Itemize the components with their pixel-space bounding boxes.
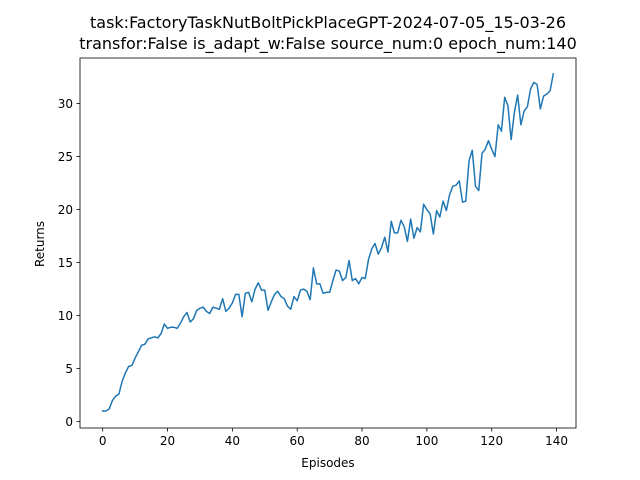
- y-tick-label: 20: [58, 203, 73, 217]
- x-tick-label: 140: [545, 434, 568, 448]
- chart-title-line-1: task:FactoryTaskNutBoltPickPlaceGPT-2024…: [90, 13, 566, 33]
- series-line: [101, 73, 555, 412]
- x-tick-label: 60: [290, 434, 305, 448]
- x-tick-label: 40: [225, 434, 240, 448]
- x-tick-label: 120: [480, 434, 503, 448]
- x-tick-label: 100: [415, 434, 438, 448]
- y-tick-label: 15: [58, 256, 73, 270]
- y-tick-label: 30: [58, 97, 73, 111]
- plot-area: 0 20 40 60 80 100 120 140 0 5 10 15 20 25 30: [58, 57, 577, 448]
- y-tick-label: 0: [65, 415, 73, 429]
- x-tick-label: 80: [354, 434, 369, 448]
- x-axis-label: Episodes: [301, 456, 354, 470]
- y-tick-label: 5: [65, 362, 73, 376]
- x-tick-label: 0: [99, 434, 107, 448]
- y-tick-label: 25: [58, 150, 73, 164]
- x-tick-label: 20: [160, 434, 175, 448]
- y-tick-label: 10: [58, 309, 73, 323]
- axes-frame: [79, 57, 577, 429]
- chart-title-line-2: transfor:False is_adapt_w:False source_n…: [79, 34, 577, 54]
- y-axis-label: Returns: [33, 221, 47, 267]
